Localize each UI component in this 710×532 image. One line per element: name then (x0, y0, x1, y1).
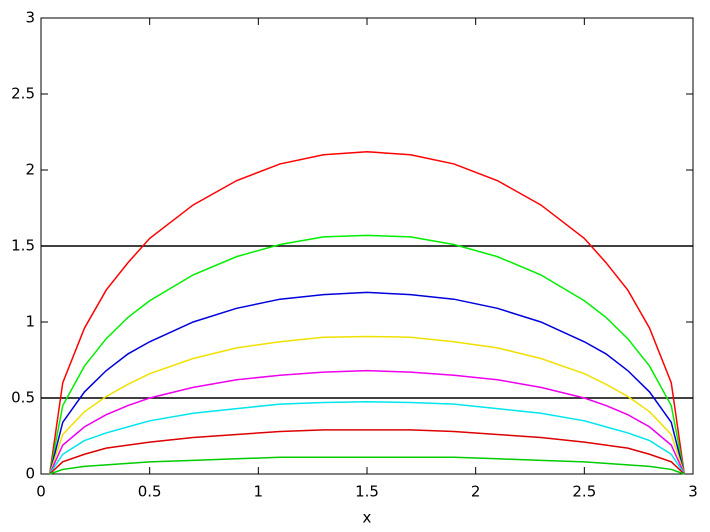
series-line (49, 456, 685, 475)
x-tick-label: 1 (254, 483, 264, 501)
y-tick-label: 0.5 (11, 389, 35, 407)
y-tick-label: 2.5 (11, 85, 35, 103)
y-tick-label: 0 (25, 465, 35, 483)
x-axis-label: x (363, 509, 372, 527)
series-line (48, 234, 686, 475)
series-line (49, 369, 685, 475)
series-line (49, 429, 685, 475)
y-tick-label: 2 (25, 161, 35, 179)
series-line (48, 151, 686, 475)
series-line (48, 335, 686, 475)
x-tick-label: 0.5 (138, 483, 162, 501)
x-tick-label: 2.5 (572, 483, 596, 501)
y-tick-label: 3 (25, 9, 35, 27)
series-line (49, 401, 685, 475)
x-tick-label: 2 (471, 483, 481, 501)
x-tick-label: 1.5 (355, 483, 379, 501)
y-tick-label: 1.5 (11, 237, 35, 255)
x-tick-label: 3 (688, 483, 698, 501)
x-tick-label: 0 (36, 483, 46, 501)
y-tick-label: 1 (25, 313, 35, 331)
series-line (48, 291, 686, 475)
